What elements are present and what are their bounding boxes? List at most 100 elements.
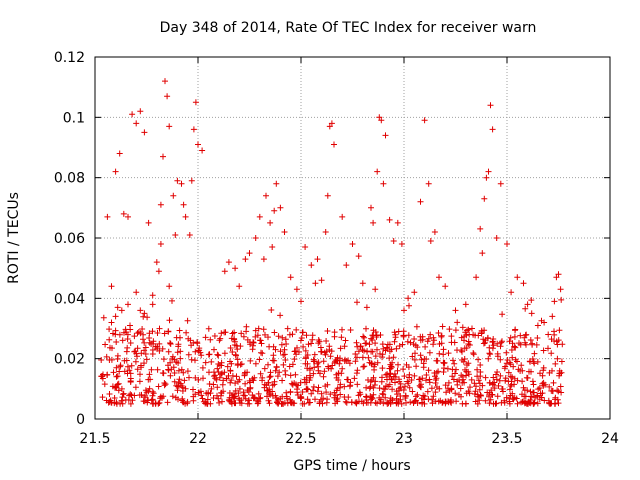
data-point: [352, 358, 359, 365]
data-point: [538, 317, 545, 324]
data-point: [224, 363, 231, 370]
data-point: [489, 338, 496, 345]
data-point: [378, 378, 385, 385]
data-point: [475, 356, 482, 363]
data-point: [374, 400, 380, 407]
data-point: [267, 219, 274, 226]
chart-title: Day 348 of 2014, Rate Of TEC Index for r…: [160, 20, 537, 36]
data-point: [264, 393, 270, 400]
data-point: [106, 336, 113, 343]
data-point: [117, 400, 124, 407]
data-point: [372, 340, 379, 347]
data-point: [165, 328, 172, 335]
data-point: [162, 381, 169, 388]
data-point: [119, 394, 126, 401]
data-point: [311, 351, 318, 358]
data-point: [141, 310, 148, 317]
data-point: [182, 213, 189, 220]
data-point: [146, 330, 153, 337]
data-point: [212, 372, 219, 379]
data-point: [307, 399, 313, 406]
data-point: [232, 351, 239, 358]
data-point: [502, 375, 509, 382]
data-point: [242, 256, 249, 263]
data-point: [115, 380, 122, 387]
data-point: [186, 232, 193, 238]
data-point: [287, 274, 294, 281]
data-point: [321, 368, 328, 375]
data-point: [132, 358, 139, 365]
data-point: [345, 357, 352, 364]
data-point: [361, 334, 368, 341]
data-point: [104, 372, 110, 378]
data-point: [190, 339, 197, 346]
data-point: [473, 274, 480, 281]
data-point: [157, 241, 164, 247]
data-point: [395, 361, 401, 368]
data-point: [183, 329, 190, 336]
data-point: [379, 341, 386, 348]
data-point: [149, 292, 156, 299]
data-point: [388, 376, 395, 383]
data-point: [216, 374, 223, 381]
data-point: [136, 378, 143, 385]
data-point: [275, 400, 282, 407]
data-point: [195, 141, 201, 148]
data-point: [302, 360, 309, 367]
data-point: [159, 345, 166, 352]
data-point: [170, 192, 177, 199]
data-point: [499, 386, 505, 392]
data-point: [494, 369, 501, 375]
data-point: [494, 340, 501, 347]
data-point: [427, 238, 434, 244]
data-point: [315, 363, 322, 370]
data-point: [237, 343, 244, 350]
data-point: [204, 396, 211, 403]
data-point: [112, 327, 119, 334]
data-point: [126, 367, 133, 374]
data-point: [208, 358, 215, 365]
data-point: [425, 396, 432, 403]
data-point: [522, 305, 529, 312]
data-point: [282, 357, 289, 363]
data-point: [162, 78, 168, 85]
data-point: [517, 332, 524, 339]
data-point: [413, 363, 420, 370]
data-point: [125, 213, 131, 220]
data-point: [216, 337, 223, 344]
data-point: [328, 120, 335, 127]
data-point: [399, 341, 406, 348]
data-point: [432, 373, 438, 380]
data-point: [272, 367, 279, 374]
data-point: [435, 398, 442, 405]
data-point: [397, 393, 404, 399]
data-point: [505, 369, 512, 376]
data-point: [341, 343, 348, 350]
data-point: [470, 351, 477, 358]
data-point: [287, 388, 294, 395]
data-point: [208, 385, 215, 392]
data-point: [369, 360, 375, 367]
grid-lines: [95, 57, 610, 419]
data-point: [401, 307, 407, 314]
data-point: [506, 386, 513, 393]
data-point: [293, 326, 300, 333]
data-point: [128, 362, 135, 369]
data-point: [301, 400, 308, 407]
data-point: [265, 334, 271, 341]
data-point: [132, 384, 139, 391]
data-point: [219, 370, 225, 377]
data-point: [264, 387, 271, 394]
data-point: [252, 360, 259, 367]
data-point: [227, 345, 234, 351]
data-point: [509, 340, 516, 347]
data-point: [528, 310, 535, 317]
data-point: [431, 229, 438, 235]
data-point: [267, 373, 274, 380]
data-point: [417, 352, 424, 359]
data-point: [406, 384, 413, 391]
data-point: [363, 304, 370, 311]
data-point: [436, 385, 443, 392]
data-point: [123, 348, 130, 355]
data-point: [229, 349, 236, 355]
